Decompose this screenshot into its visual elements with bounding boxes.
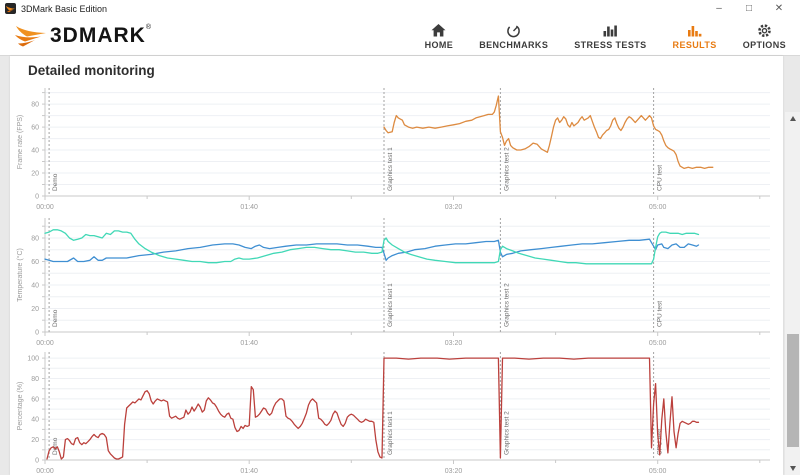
svg-text:03:20: 03:20 [445, 204, 463, 211]
svg-text:20: 20 [31, 171, 39, 178]
svg-text:05:00: 05:00 [649, 468, 667, 475]
svg-text:80: 80 [31, 236, 39, 243]
load-percentage-line [46, 357, 700, 460]
3dmark-swoosh-icon [15, 26, 46, 47]
svg-text:40: 40 [31, 148, 39, 155]
svg-text:60: 60 [31, 259, 39, 266]
scrollbar-down-icon[interactable] [785, 462, 800, 475]
svg-text:00:00: 00:00 [36, 468, 54, 475]
svg-text:01:40: 01:40 [240, 468, 258, 475]
gauge-icon [505, 22, 522, 39]
minimize-button[interactable]: – [716, 3, 722, 14]
svg-text:Frame rate (FPS): Frame rate (FPS) [17, 115, 24, 169]
svg-text:Graphics test 2: Graphics test 2 [503, 411, 510, 455]
logo-text: 3DMARK [50, 24, 146, 47]
svg-text:Demo: Demo [52, 309, 59, 327]
svg-text:03:20: 03:20 [445, 468, 463, 475]
svg-text:80: 80 [31, 102, 39, 109]
svg-text:100: 100 [27, 356, 39, 363]
svg-text:Percentage (%): Percentage (%) [17, 382, 24, 431]
svg-text:Graphics test 2: Graphics test 2 [503, 147, 510, 191]
svg-text:01:40: 01:40 [240, 340, 258, 347]
scrollbar-up-icon[interactable] [785, 112, 800, 125]
app-icon [5, 3, 16, 14]
window-titlebar: 3DMark Basic Edition – □ ✕ [0, 0, 800, 17]
svg-text:05:00: 05:00 [649, 340, 667, 347]
frame-rate-line [383, 95, 714, 170]
nav-item-stress-tests[interactable]: STRESS TESTS [574, 22, 646, 50]
results-bars-icon [686, 22, 703, 39]
scrollbar-thumb[interactable] [786, 334, 799, 447]
svg-text:Graphics test 1: Graphics test 1 [387, 411, 394, 455]
3dmark-logo: 3DMARK ® [14, 21, 151, 51]
svg-text:05:00: 05:00 [649, 204, 667, 211]
svg-text:Graphics test 1: Graphics test 1 [387, 147, 394, 191]
svg-text:Graphics test 1: Graphics test 1 [387, 283, 394, 327]
svg-text:03:20: 03:20 [445, 340, 463, 347]
maximize-button[interactable]: □ [745, 3, 753, 14]
svg-text:Temperature (°C): Temperature (°C) [16, 248, 24, 302]
svg-text:Demo: Demo [52, 173, 59, 191]
percentage-chart: 0 20 40 60 80 100 00:00 01:40 03:20 05:00 Demo Grap… [17, 352, 770, 475]
svg-text:Demo: Demo [52, 437, 59, 455]
svg-text:CPU test: CPU test [657, 301, 664, 327]
page-title: Detailed monitoring [28, 63, 155, 78]
results-card: Detailed monitoring 0 20 40 60 80 00:00 01:40 0… [10, 56, 783, 475]
svg-text:00:00: 00:00 [36, 340, 54, 347]
svg-text:01:40: 01:40 [240, 204, 258, 211]
svg-text:60: 60 [31, 396, 39, 403]
nav-item-home[interactable]: HOME [425, 22, 454, 50]
svg-text:00:00: 00:00 [36, 204, 54, 211]
nav-item-benchmarks[interactable]: BENCHMARKS [479, 22, 548, 50]
main-nav: 3DMARK ® HOME BENCHMARKS STRESS TESTS R [0, 17, 800, 56]
nav-item-results[interactable]: RESULTS [673, 22, 717, 50]
logo-registered-mark: ® [145, 24, 152, 31]
svg-text:Graphics test 2: Graphics test 2 [503, 283, 510, 327]
temperature-green-line [44, 229, 700, 265]
vertical-scrollbar[interactable] [785, 112, 800, 475]
svg-text:0: 0 [35, 330, 39, 337]
svg-text:40: 40 [31, 417, 39, 424]
svg-text:20: 20 [31, 306, 39, 313]
temperature-chart: 0 20 40 60 80 00:00 01:40 03:20 05:00 Demo Graphic… [16, 218, 770, 347]
svg-text:80: 80 [31, 376, 39, 383]
gear-icon [756, 22, 773, 39]
svg-text:60: 60 [31, 125, 39, 132]
window-title: 3DMark Basic Edition [21, 3, 108, 14]
bars-icon [602, 22, 619, 39]
svg-text:0: 0 [35, 458, 39, 465]
page-body: Detailed monitoring 0 20 40 60 80 00:00 01:40 0… [0, 56, 800, 475]
home-icon [430, 22, 447, 39]
nav-item-options[interactable]: OPTIONS [743, 22, 786, 50]
frame-rate-chart: 0 20 40 60 80 00:00 01:40 03:20 05:00 Demo Graphic… [17, 88, 770, 211]
temperature-blue-line [44, 238, 700, 263]
svg-text:40: 40 [31, 283, 39, 290]
svg-text:0: 0 [35, 194, 39, 201]
svg-text:20: 20 [31, 437, 39, 444]
svg-text:CPU test: CPU test [657, 165, 664, 191]
close-button[interactable]: ✕ [774, 3, 784, 14]
